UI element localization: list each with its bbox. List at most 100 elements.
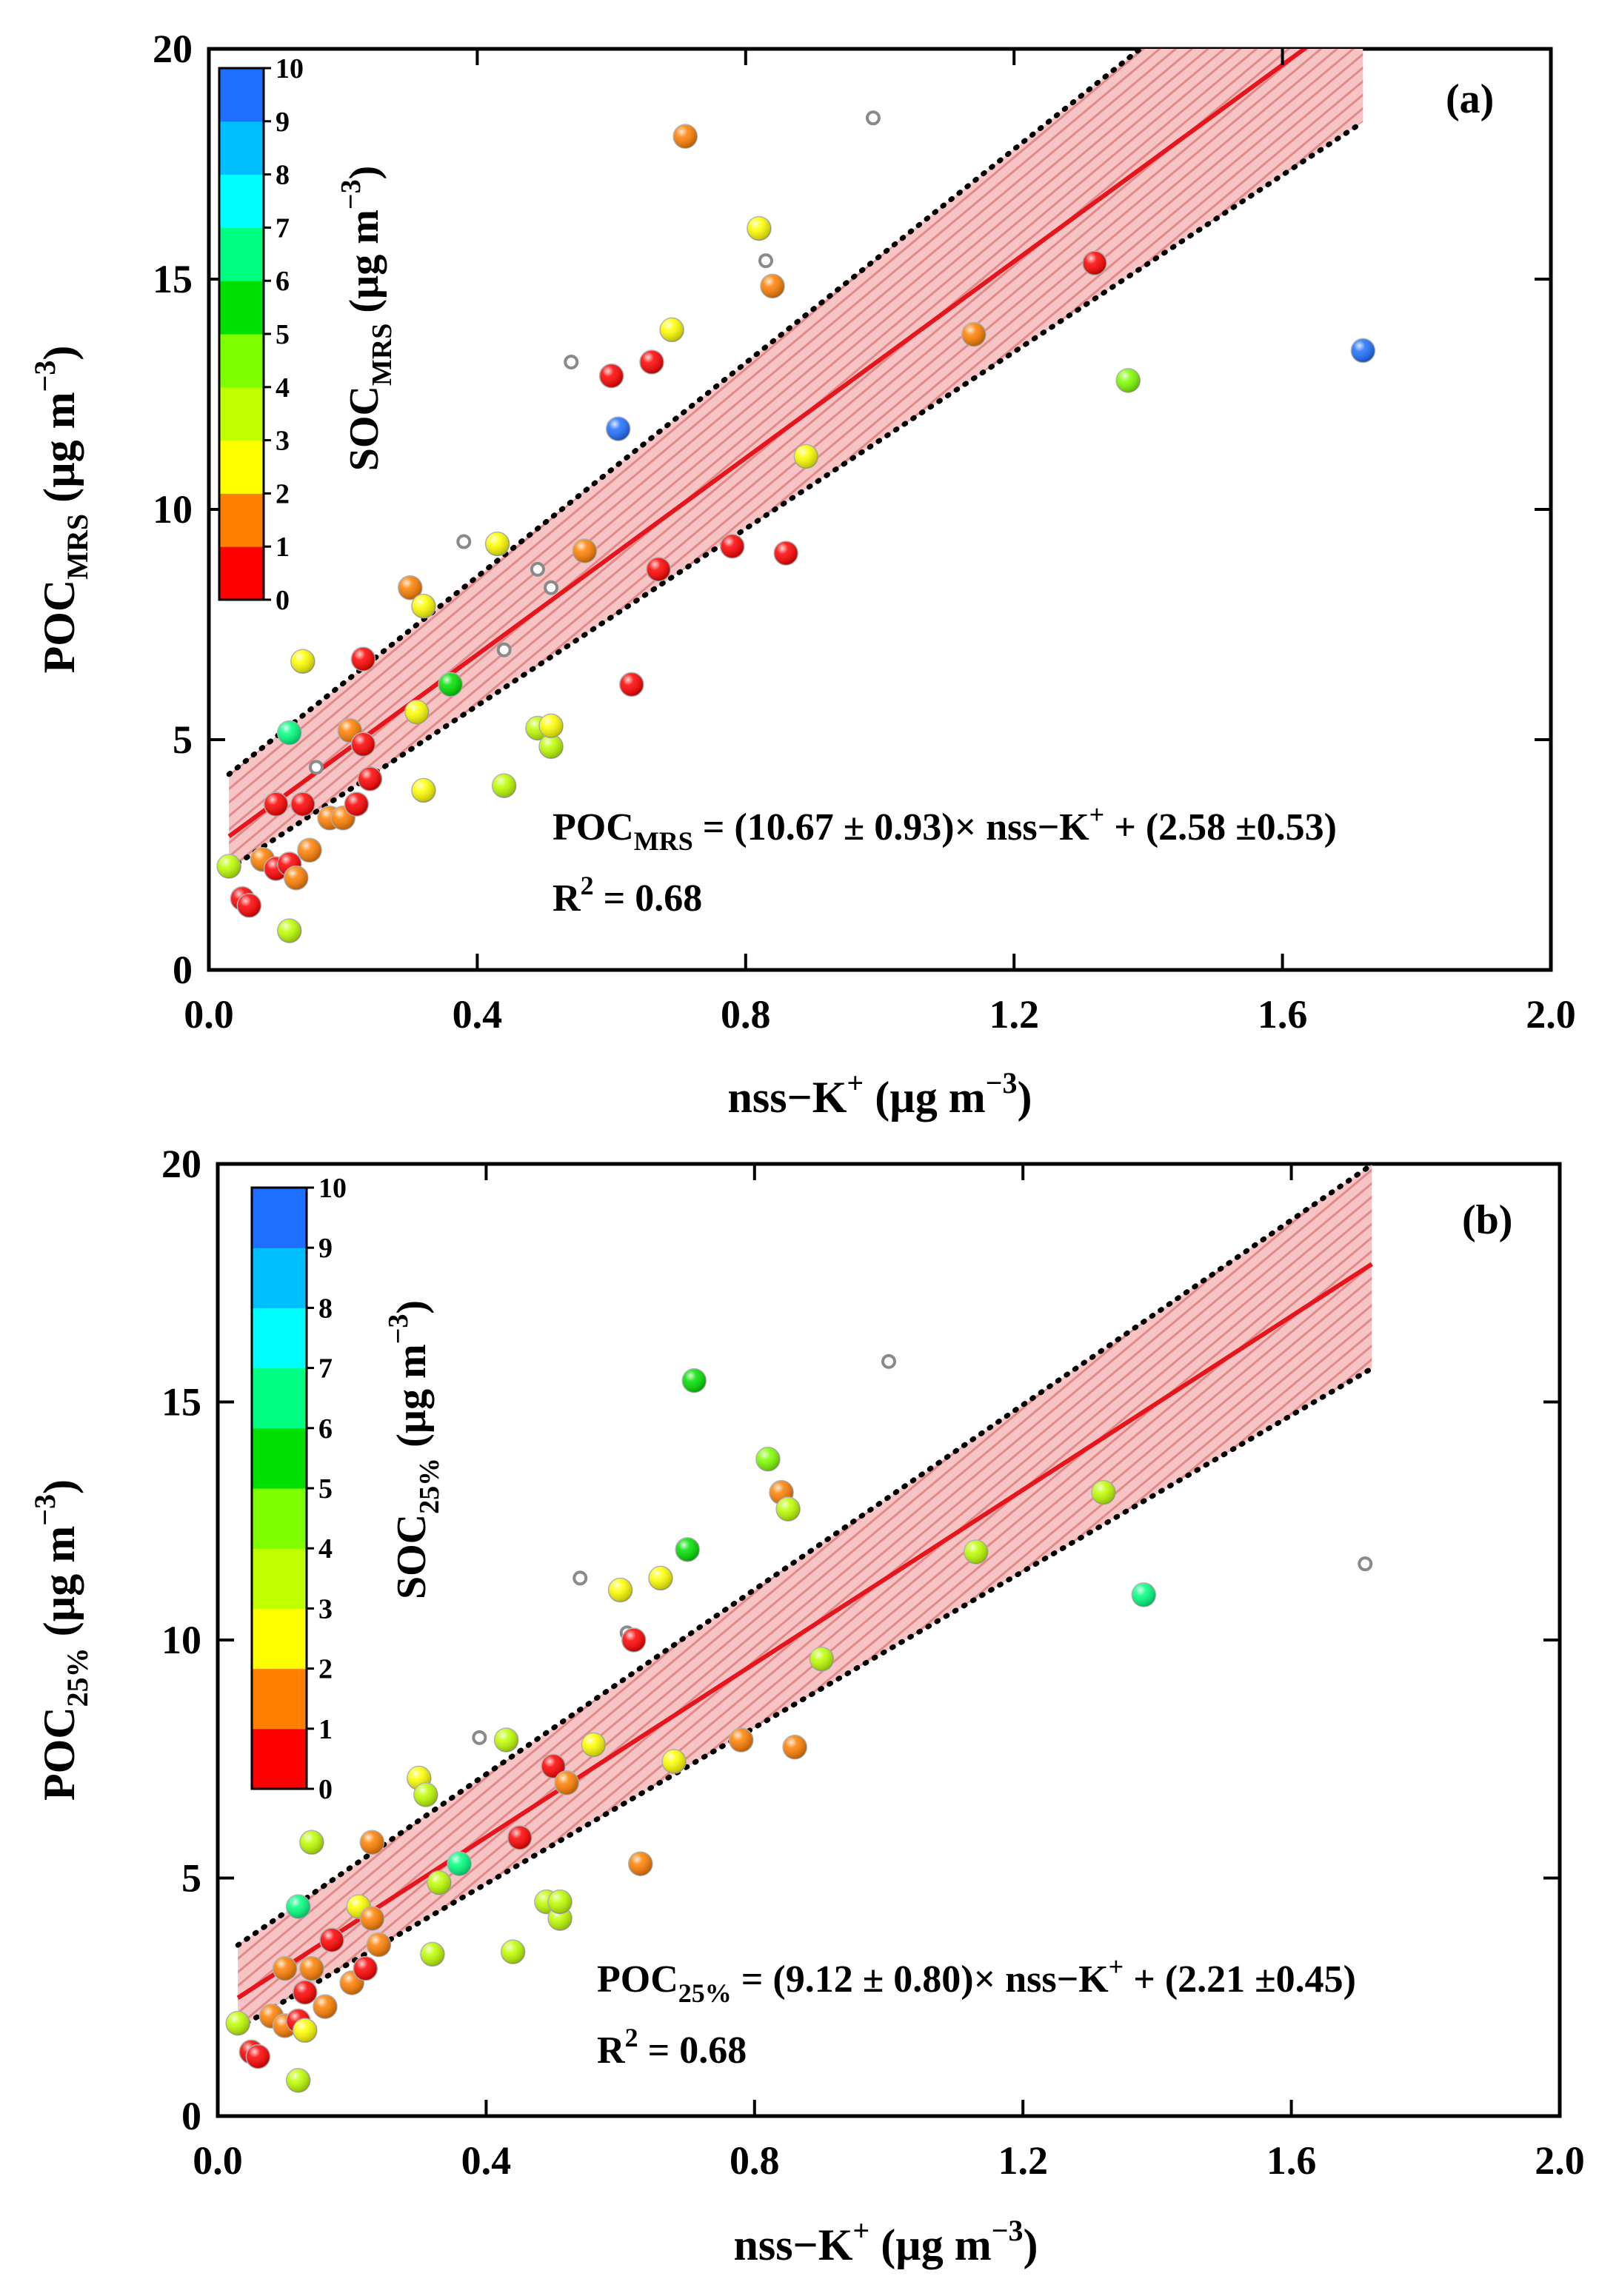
colorbar: 0 1 2 3 4 5 6 7 8 9 10 bbox=[218, 53, 304, 616]
colorbar: 0 1 2 3 4 5 6 7 8 9 10 bbox=[250, 1173, 347, 1805]
colorbar-segment bbox=[252, 1248, 307, 1308]
data-point bbox=[359, 1830, 385, 1855]
data-point bbox=[1131, 1582, 1157, 1607]
colorbar-segment bbox=[219, 546, 264, 600]
gray-point bbox=[456, 534, 472, 549]
data-point bbox=[276, 918, 302, 943]
colorbar-label: SOCMRS (µg m−3) bbox=[336, 166, 398, 471]
data-point bbox=[413, 1782, 438, 1807]
data-point bbox=[554, 1770, 579, 1795]
colorbar-segment bbox=[219, 334, 264, 388]
x-tick-label: 1.2 bbox=[989, 992, 1039, 1037]
x-axis-label: nss−K+ (µg m−3) bbox=[727, 1066, 1032, 1122]
x-tick-label: 1.6 bbox=[1266, 2138, 1317, 2183]
colorbar-segment bbox=[252, 1548, 307, 1609]
data-point bbox=[607, 1577, 633, 1603]
data-point bbox=[236, 893, 262, 918]
x-tick-label: 0.0 bbox=[193, 2138, 243, 2183]
data-point bbox=[344, 791, 370, 817]
data-point bbox=[299, 1955, 324, 1981]
colorbar-segment bbox=[252, 1308, 307, 1369]
data-point bbox=[728, 1727, 754, 1753]
fit-band bbox=[235, 1164, 1375, 2031]
y-tick-label: 15 bbox=[161, 1380, 201, 1425]
colorbar-tick-label: 3 bbox=[276, 426, 290, 457]
data-point bbox=[639, 349, 664, 375]
data-point bbox=[541, 1753, 566, 1779]
data-point bbox=[538, 734, 564, 760]
colorbar-segment bbox=[219, 227, 264, 281]
colorbar-tick-label: 2 bbox=[318, 1654, 333, 1685]
data-point bbox=[297, 837, 322, 863]
colorbar-tick-label: 9 bbox=[276, 107, 290, 138]
data-point bbox=[293, 1980, 318, 2005]
colorbar-label: SOC25% (µg m−3) bbox=[383, 1300, 445, 1599]
y-axis-label: POC25% (µg m−3) bbox=[28, 1479, 94, 1801]
gray-point bbox=[758, 253, 773, 269]
y-tick-label: 20 bbox=[161, 1142, 201, 1186]
data-point bbox=[350, 732, 376, 757]
data-point bbox=[491, 773, 517, 798]
data-points bbox=[216, 124, 1376, 943]
colorbar-tick-label: 2 bbox=[276, 478, 290, 509]
data-point bbox=[782, 1734, 807, 1760]
colorbar-tick-label: 4 bbox=[318, 1533, 333, 1564]
colorbar-segment bbox=[252, 1668, 307, 1730]
colorbar-tick-label: 10 bbox=[318, 1173, 347, 1204]
data-point bbox=[648, 1565, 673, 1591]
colorbar-tick-label: 6 bbox=[276, 266, 290, 297]
data-point bbox=[285, 1894, 311, 1919]
colorbar-tick-label: 10 bbox=[276, 53, 304, 84]
colorbar-segment bbox=[219, 68, 264, 122]
data-points bbox=[225, 1368, 1157, 2093]
data-point bbox=[964, 1539, 989, 1564]
data-point bbox=[359, 1906, 385, 1931]
upper-bound-line bbox=[226, 49, 1145, 777]
data-point bbox=[313, 1994, 338, 2019]
data-point bbox=[366, 1932, 392, 1958]
colorbar-tick-label: 0 bbox=[276, 585, 290, 616]
colorbar-segment bbox=[252, 1428, 307, 1489]
data-point bbox=[216, 854, 241, 879]
data-point bbox=[411, 593, 436, 619]
data-point bbox=[1115, 368, 1141, 393]
data-point bbox=[284, 865, 309, 891]
data-point bbox=[427, 1870, 452, 1895]
fit-line bbox=[227, 49, 1309, 839]
lower-bound-line bbox=[235, 1365, 1375, 2031]
data-point bbox=[1350, 338, 1376, 364]
colorbar-segment bbox=[252, 1488, 307, 1549]
data-point bbox=[809, 1646, 835, 1672]
data-point bbox=[272, 1955, 298, 1981]
data-point bbox=[1082, 250, 1107, 275]
x-tick-label: 0.4 bbox=[461, 2138, 512, 2183]
colorbar-tick-label: 7 bbox=[318, 1353, 333, 1385]
colorbar-tick-label: 5 bbox=[318, 1473, 333, 1505]
y-tick-label: 10 bbox=[153, 487, 193, 532]
y-tick-label: 0 bbox=[173, 948, 193, 992]
colorbar-segment bbox=[219, 386, 264, 441]
data-point bbox=[398, 575, 423, 600]
panel-label: (a) bbox=[1446, 76, 1494, 122]
y-tick-label: 15 bbox=[153, 257, 193, 301]
data-point bbox=[357, 766, 383, 791]
x-tick-label: 1.2 bbox=[998, 2138, 1048, 2183]
x-tick-label: 0.8 bbox=[721, 992, 771, 1037]
data-point bbox=[293, 2018, 318, 2044]
data-point bbox=[290, 649, 316, 675]
colorbar-segment bbox=[219, 440, 264, 494]
fit-band bbox=[226, 49, 1366, 872]
colorbar-tick-label: 7 bbox=[276, 212, 290, 244]
data-point bbox=[675, 1537, 700, 1562]
x-tick-label: 2.0 bbox=[1526, 992, 1576, 1037]
data-point bbox=[755, 1446, 781, 1472]
gray-point bbox=[308, 760, 324, 775]
colorbar-tick-label: 6 bbox=[318, 1413, 333, 1445]
y-tick-label: 10 bbox=[161, 1618, 201, 1662]
y-tick-label: 5 bbox=[181, 1856, 201, 1901]
fit-equation: POCMRS = (10.67 ± 0.93)× nss−K+ + (2.58 … bbox=[553, 800, 1337, 856]
fit-line bbox=[236, 1262, 1373, 2000]
data-point bbox=[319, 1927, 344, 1952]
x-tick-label: 0.4 bbox=[453, 992, 503, 1037]
y-tick-label: 5 bbox=[173, 717, 193, 762]
